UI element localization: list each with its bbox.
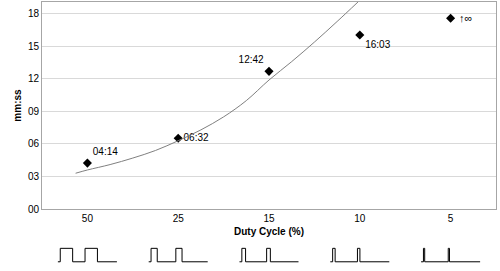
svg-text:00: 00 <box>28 204 40 215</box>
svg-text:09: 09 <box>28 106 40 117</box>
svg-text:16:03: 16:03 <box>365 39 390 50</box>
svg-text:18: 18 <box>28 8 40 19</box>
svg-text:06: 06 <box>28 138 40 149</box>
svg-text:04:14: 04:14 <box>93 146 118 157</box>
svg-text:50: 50 <box>82 213 94 224</box>
svg-text:15: 15 <box>263 213 275 224</box>
svg-text:↑∞: ↑∞ <box>459 12 472 24</box>
svg-text:15: 15 <box>28 41 40 52</box>
svg-text:mm:ss: mm:ss <box>12 89 23 122</box>
svg-text:12: 12 <box>28 73 40 84</box>
svg-text:5: 5 <box>448 213 454 224</box>
svg-text:25: 25 <box>173 213 185 224</box>
svg-text:06:32: 06:32 <box>184 132 209 143</box>
svg-text:12:42: 12:42 <box>239 54 264 65</box>
svg-text:03: 03 <box>28 171 40 182</box>
svg-text:Duty Cycle (%): Duty Cycle (%) <box>234 226 304 237</box>
svg-text:10: 10 <box>354 213 366 224</box>
